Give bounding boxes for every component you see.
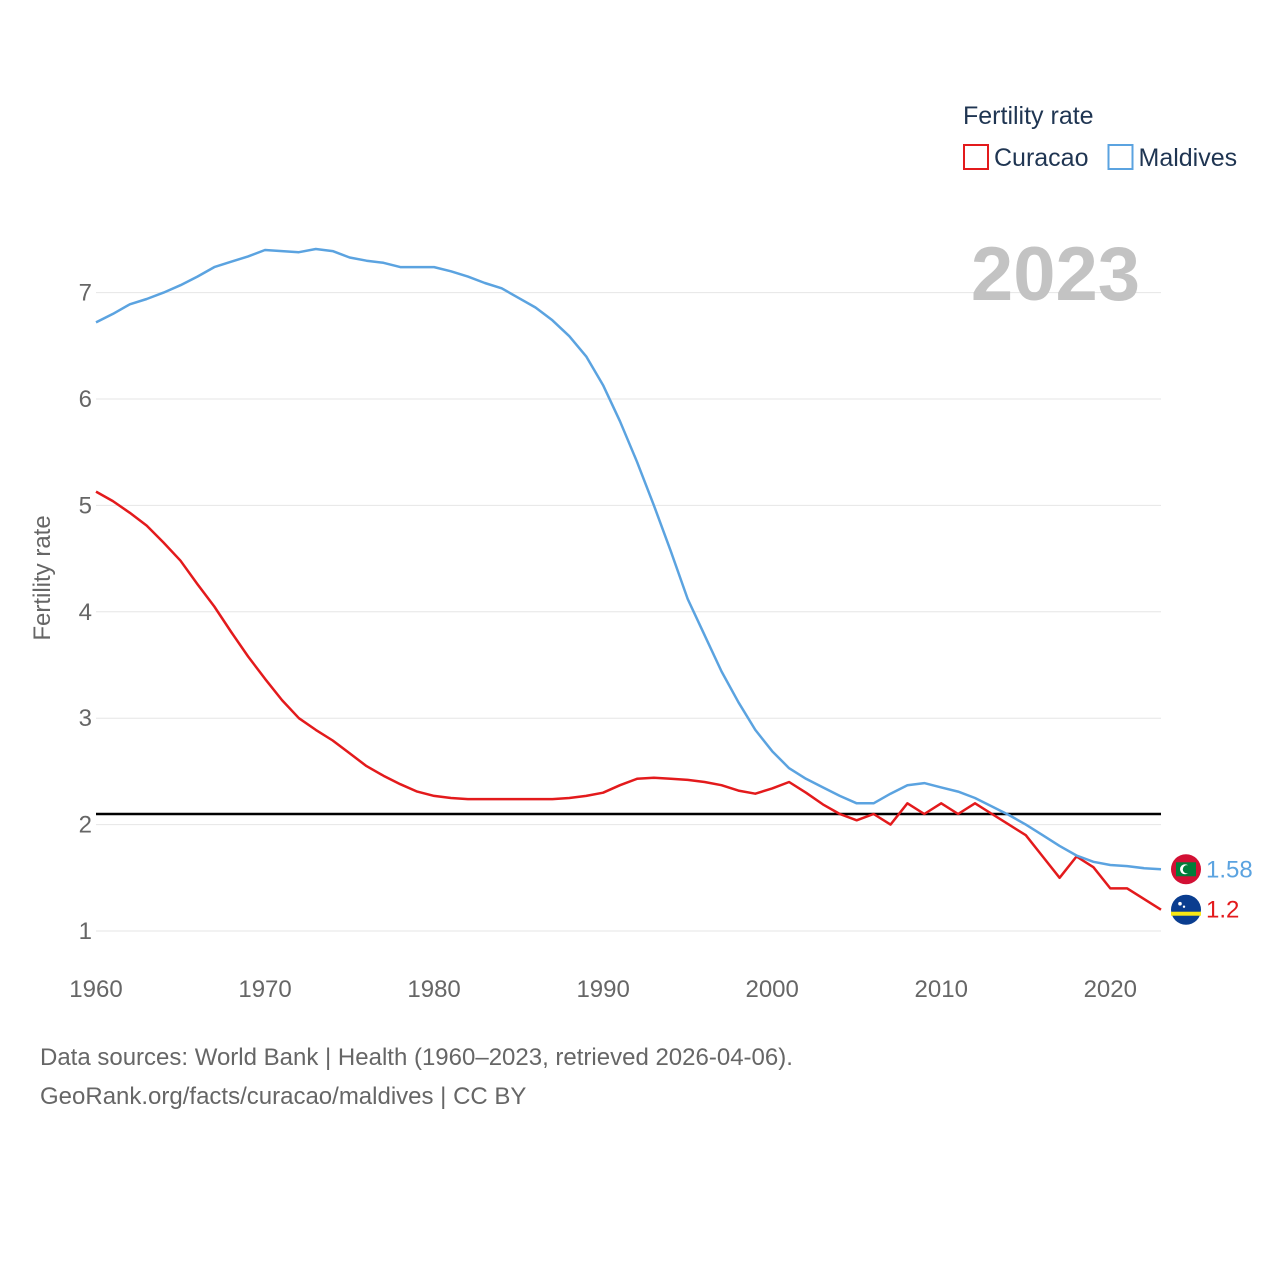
y-tick-label: 1 <box>79 918 92 945</box>
gridlines <box>96 292 1161 932</box>
y-tick-label: 4 <box>79 599 92 626</box>
data-source-text: Data sources: World Bank | Health (1960–… <box>40 1044 793 1071</box>
y-tick-label: 5 <box>79 492 92 519</box>
legend-label: Curacao <box>994 144 1089 172</box>
y-tick-label: 7 <box>79 280 92 307</box>
series-line-curacao <box>95 490 1162 911</box>
end-value-label-maldives: 1.58 <box>1206 856 1253 883</box>
legend-item-maldives[interactable]: Maldives <box>1107 144 1238 172</box>
current-year-label: 2023 <box>971 232 1140 317</box>
x-tick-label: 2000 <box>745 976 798 1003</box>
x-tick-label: 2010 <box>915 976 968 1003</box>
x-tick-label: 1970 <box>238 976 291 1003</box>
y-tick-label: 6 <box>79 386 92 413</box>
end-value-label-curacao: 1.2 <box>1206 897 1239 924</box>
maldives-flag-icon <box>1171 854 1201 885</box>
legend-swatch <box>1107 144 1134 170</box>
legend[interactable]: Fertility rate Curacao Maldives <box>963 102 1237 172</box>
y-axis-ticks: 1 2 3 4 5 6 7 <box>79 280 92 945</box>
x-tick-label: 1980 <box>407 976 460 1003</box>
end-markers: 1.2 1.58 <box>1171 854 1253 925</box>
x-tick-label: 2020 <box>1084 976 1137 1003</box>
y-tick-label: 2 <box>79 812 92 839</box>
y-axis-label: Fertility rate <box>29 515 56 640</box>
source-url-text: GeoRank.org/facts/curacao/maldives | CC … <box>40 1083 527 1110</box>
series-lines <box>95 247 1162 911</box>
legend-title: Fertility rate <box>963 102 1094 130</box>
x-axis-ticks: 1960 1970 1980 1990 2000 2010 2020 <box>69 976 1137 1003</box>
legend-label: Maldives <box>1139 144 1238 172</box>
y-tick-label: 3 <box>79 705 92 732</box>
x-tick-label: 1990 <box>576 976 629 1003</box>
x-tick-label: 1960 <box>69 976 122 1003</box>
legend-item-curacao[interactable]: Curacao <box>963 144 1089 172</box>
series-line-maldives <box>95 247 1162 871</box>
curacao-flag-icon <box>1171 894 1201 925</box>
legend-swatch <box>963 144 989 170</box>
